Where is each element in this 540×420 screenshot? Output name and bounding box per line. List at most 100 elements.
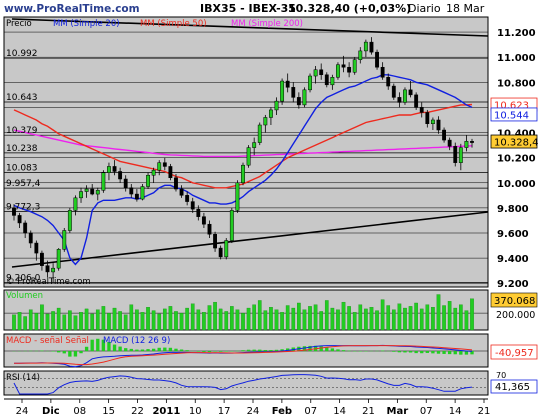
- candle-body: [302, 89, 307, 106]
- macd-histogram-bar: [258, 349, 262, 352]
- macd-histogram-bar: [135, 349, 139, 352]
- volume-bar: [391, 309, 396, 331]
- volume-bar: [336, 309, 340, 331]
- volume-bar: [347, 306, 351, 331]
- volume-bar: [34, 312, 39, 331]
- macd-histogram-bar: [442, 351, 446, 354]
- candle-body: [263, 117, 268, 126]
- macd-histogram-bar: [470, 351, 474, 355]
- macd-last-value: -40,957: [495, 348, 534, 359]
- macd-histogram-bar: [286, 348, 290, 352]
- volume-bar: [56, 307, 61, 331]
- candle-body: [174, 177, 178, 190]
- candle-body: [101, 172, 106, 191]
- volume-bar: [470, 298, 474, 331]
- volume-bar: [135, 309, 139, 331]
- volume-bar: [414, 302, 418, 331]
- volume-bar: [174, 311, 178, 331]
- volume-bar: [375, 310, 379, 331]
- macd-histogram-bar: [107, 341, 111, 352]
- symbol: IBX35 - IBEX-35: [200, 2, 296, 15]
- candle-body: [196, 208, 201, 217]
- volume-bar: [17, 312, 22, 331]
- macd-histogram-bar: [73, 351, 78, 357]
- volume-bar: [230, 306, 234, 331]
- price-legend: Precio MM (Simple 20) MM (Simple 50) MM …: [6, 19, 303, 29]
- candle-body: [425, 112, 430, 124]
- upper-trendline: [11, 18, 489, 37]
- macd-histogram-bar: [118, 346, 122, 352]
- level-label: 10.238: [6, 144, 38, 154]
- macd-histogram-bar: [202, 351, 206, 352]
- x-tick-label: 14: [449, 406, 462, 417]
- volume-bar: [23, 316, 27, 331]
- x-tick-label: 07: [304, 406, 317, 417]
- value-box: [490, 134, 538, 149]
- macd-histogram-bar: [112, 344, 117, 352]
- volume-bar: [453, 307, 458, 331]
- macd-histogram-bar: [213, 351, 217, 352]
- value-box-label: 10.328,4: [494, 138, 539, 149]
- volume-bar: [319, 311, 324, 331]
- quote: 10.328,40 (+0,03%): [288, 2, 411, 15]
- volume-bar: [213, 301, 217, 331]
- volume-bar: [123, 314, 128, 331]
- volume-bar: [190, 303, 195, 331]
- candle-body: [442, 129, 446, 141]
- volume-bar: [442, 305, 446, 331]
- macd-histogram-bar: [302, 346, 307, 352]
- candle-body: [229, 210, 234, 241]
- trendlines: [11, 18, 489, 268]
- logo: www.ProRealTime.com: [4, 3, 140, 15]
- macd-histogram-bar: [408, 351, 413, 353]
- macd-histogram-bar: [269, 350, 273, 352]
- date: 18 Mar: [446, 2, 485, 15]
- y-tick-label: 9.200: [497, 279, 529, 290]
- candle-body: [280, 80, 285, 102]
- y-tick-label: 10.200: [497, 154, 536, 165]
- volume-bar: [403, 307, 407, 331]
- volume-bar: [269, 307, 273, 331]
- macd-histogram-bar: [79, 351, 83, 354]
- candle-body: [308, 75, 312, 91]
- level-label: 10.643: [6, 93, 38, 103]
- macd-histogram-bar: [84, 346, 89, 352]
- macd-histogram-bar: [218, 351, 223, 352]
- macd-histogram-bar: [425, 351, 429, 353]
- volume-bar: [447, 301, 452, 331]
- candle-body: [436, 119, 441, 131]
- candle-body: [419, 107, 424, 113]
- macd-histogram-bar: [62, 351, 66, 354]
- candle-body: [274, 100, 279, 111]
- macd-histogram-bar: [341, 350, 346, 352]
- macd-histogram-bar: [308, 345, 312, 352]
- y-tick-label: 11.200: [497, 28, 536, 39]
- volume-bar: [397, 303, 402, 331]
- volume-tick: 200.000: [496, 310, 535, 321]
- y-tick-label: 11.000: [497, 53, 536, 64]
- macd-histogram-bar: [129, 348, 133, 352]
- macd-histogram-bar: [459, 351, 463, 355]
- candle-body: [168, 166, 173, 178]
- candle-body: [319, 69, 324, 76]
- macd-histogram-bar: [90, 339, 94, 352]
- macd-histogram-bar: [280, 349, 284, 352]
- right-axis: 11.20011.00010.80010.60010.40010.20010.0…: [490, 28, 539, 290]
- volume-bar: [45, 313, 50, 331]
- candle-body: [341, 64, 346, 68]
- volume-bar: [95, 309, 100, 331]
- level-label: 9.957,4: [6, 179, 41, 189]
- volume-bar: [196, 309, 201, 331]
- x-tick-label: 2011: [152, 406, 180, 417]
- candle-body: [213, 234, 217, 249]
- candle-body: [414, 94, 419, 108]
- macd-histogram-bar: [347, 350, 351, 352]
- ma20-line: [13, 74, 473, 266]
- macd-histogram-bar: [140, 349, 145, 352]
- macd-histogram-bar: [207, 351, 212, 353]
- candle-body: [397, 97, 402, 103]
- candle-body: [458, 147, 463, 163]
- candle-body: [296, 97, 301, 106]
- candle-body: [430, 119, 435, 124]
